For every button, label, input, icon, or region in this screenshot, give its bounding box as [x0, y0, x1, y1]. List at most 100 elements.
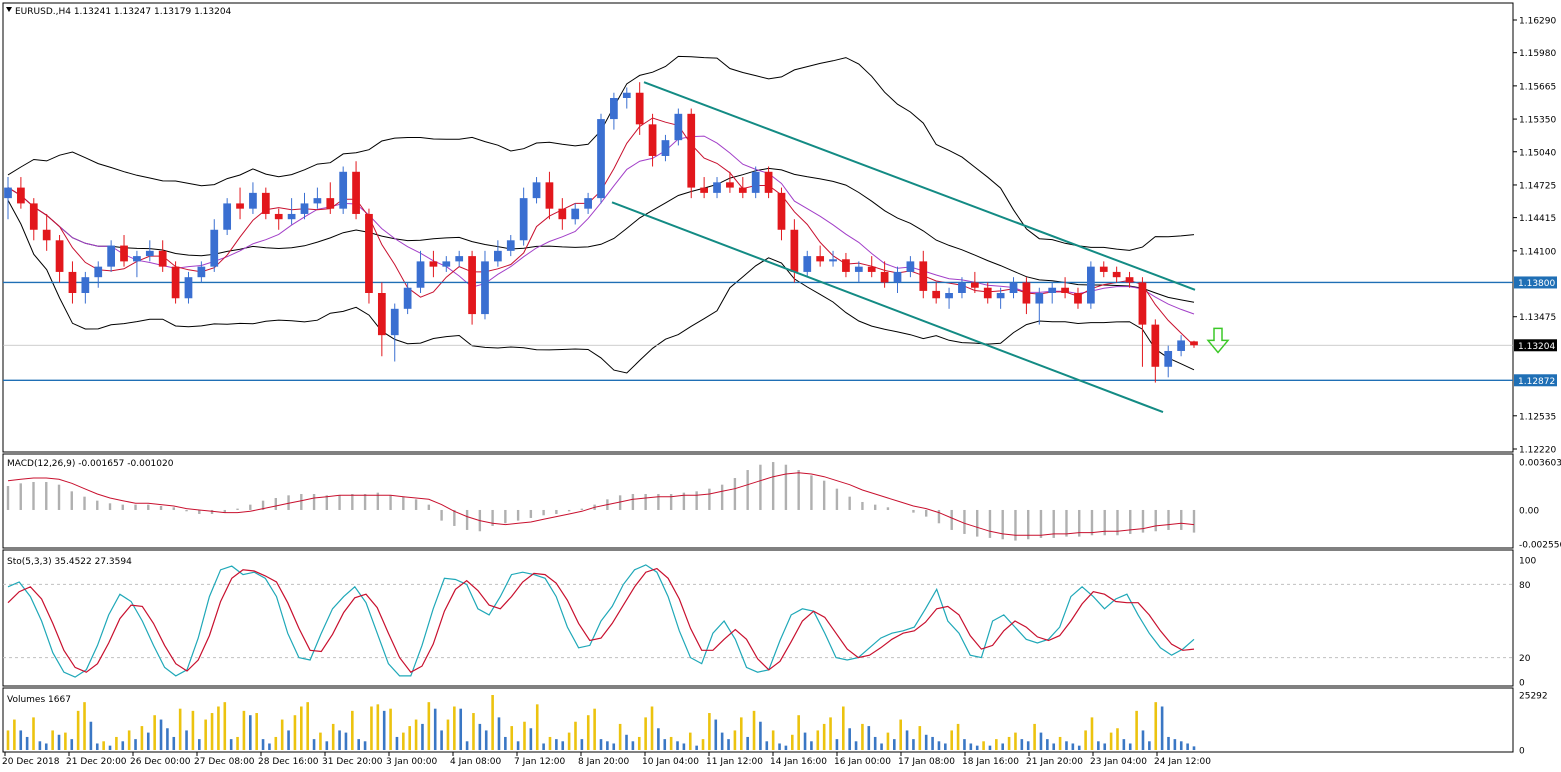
channel-upper-line [643, 81, 1196, 291]
time-axis-label: 16 Jan 00:00 [834, 757, 891, 767]
volume-axis-label: 25292 [1519, 692, 1548, 702]
candle-body [416, 261, 425, 288]
candle-body [223, 203, 232, 230]
candle-body [919, 261, 928, 291]
stochastic-axis-label: 0 [1519, 679, 1525, 689]
time-axis-label: 17 Jan 08:00 [898, 757, 955, 767]
candle-body [1099, 266, 1108, 272]
stochastic-pane[interactable] [2, 549, 1514, 687]
candle-body [867, 266, 876, 272]
candle-body [880, 271, 889, 283]
candle-body [494, 250, 502, 262]
time-axis-label: 23 Jan 04:00 [1090, 757, 1147, 767]
macd-axis-label: 0.00 [1519, 506, 1539, 516]
candle-body [777, 192, 786, 230]
macd-label: MACD(12,26,9) -0.001657 -0.001020 [7, 459, 174, 469]
candle-body [726, 182, 734, 188]
time-axis-label: 21 Jan 20:00 [1026, 757, 1083, 767]
candle-body [468, 256, 476, 315]
candle-body [687, 113, 696, 188]
candle-body [42, 229, 51, 241]
candle-body [210, 229, 219, 267]
candle-body [519, 198, 528, 241]
candle-body [481, 261, 489, 315]
candle-body [1022, 282, 1031, 304]
candle-body [532, 182, 541, 199]
channel-lower-line [611, 201, 1164, 414]
candle-body [661, 140, 670, 156]
candle-body [803, 256, 812, 272]
candle-body [261, 192, 270, 214]
candle-body [197, 266, 206, 278]
candle-body [1138, 282, 1147, 325]
time-axis-label: 4 Jan 08:00 [450, 757, 502, 767]
price-level-tag [1514, 374, 1557, 387]
price-axis-label: 1.15350 [1519, 116, 1556, 126]
candle-body [610, 98, 618, 120]
candle-body [1151, 324, 1160, 367]
price-pane[interactable] [2, 2, 1514, 453]
candle-body [81, 277, 90, 293]
down-arrow-icon [1206, 327, 1230, 354]
price-level-tag-label: 1.13800 [1518, 279, 1555, 289]
candle-body [17, 187, 25, 204]
candle-body [571, 208, 580, 220]
price-axis-label: 1.13475 [1519, 313, 1556, 323]
price-axis-label: 1.16290 [1519, 17, 1556, 27]
candle-body [1009, 282, 1018, 293]
candle-body [1061, 287, 1069, 293]
candle-body [854, 266, 863, 272]
macd-pane[interactable] [2, 453, 1514, 549]
price-axis-label: 1.14415 [1519, 214, 1556, 224]
stochastic-signal-line [7, 567, 1195, 673]
candle-body [429, 261, 438, 267]
price-axis-label: 1.12220 [1519, 446, 1556, 456]
macd-axis-label: 0.003603 [1519, 459, 1561, 469]
candle-body [906, 261, 915, 272]
time-axis-label: 8 Jan 20:00 [578, 757, 630, 767]
candle-body [442, 261, 451, 267]
candle-body [1112, 271, 1121, 278]
candle-body [403, 287, 412, 309]
candle-body [842, 259, 850, 272]
candle-body [133, 256, 141, 262]
candle-body [158, 250, 167, 267]
candle-body [1048, 287, 1057, 293]
time-axis-label: 18 Jan 16:00 [962, 757, 1019, 767]
candle-body [635, 92, 644, 125]
candle-body [4, 187, 12, 199]
time-axis-label: 28 Dec 16:00 [258, 757, 319, 767]
candle-body [94, 266, 103, 278]
candle-body [1035, 293, 1044, 304]
candle-body [1125, 277, 1134, 283]
collapse-triangle-icon[interactable] [6, 7, 12, 12]
candle-body [107, 245, 115, 267]
candle-body [236, 203, 244, 209]
candle-body [390, 308, 399, 336]
time-axis-label: 31 Dec 20:00 [322, 757, 383, 767]
time-axis-label: 10 Jan 04:00 [642, 757, 699, 767]
price-axis-label: 1.15980 [1519, 49, 1556, 59]
price-axis-label: 1.15665 [1519, 82, 1556, 92]
time-axis-label: 26 Dec 00:00 [130, 757, 191, 767]
candle-body [545, 182, 554, 209]
candle-body [996, 293, 1005, 299]
price-level-tag [1514, 276, 1557, 289]
candle-body [68, 271, 77, 293]
candle-body [249, 192, 257, 209]
candle-body [506, 240, 515, 251]
candle-body [274, 213, 283, 220]
time-axis-label: 24 Jan 12:00 [1154, 757, 1211, 767]
time-axis-label: 27 Dec 08:00 [194, 757, 255, 767]
candle-body [171, 266, 180, 299]
candle-body [326, 198, 335, 209]
stochastic-axis-label: 100 [1519, 557, 1536, 567]
stochastic-main-line [7, 564, 1195, 678]
volume-axis-label: 0 [1519, 747, 1525, 757]
candle-body [829, 259, 837, 262]
time-axis-label: 20 Dec 2018 [2, 757, 60, 767]
volume-pane[interactable] [2, 687, 1514, 753]
candle-body [300, 203, 309, 214]
macd-signal-line [7, 472, 1195, 536]
